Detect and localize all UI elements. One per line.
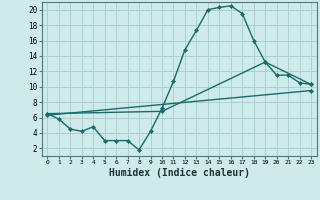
X-axis label: Humidex (Indice chaleur): Humidex (Indice chaleur) <box>109 168 250 178</box>
